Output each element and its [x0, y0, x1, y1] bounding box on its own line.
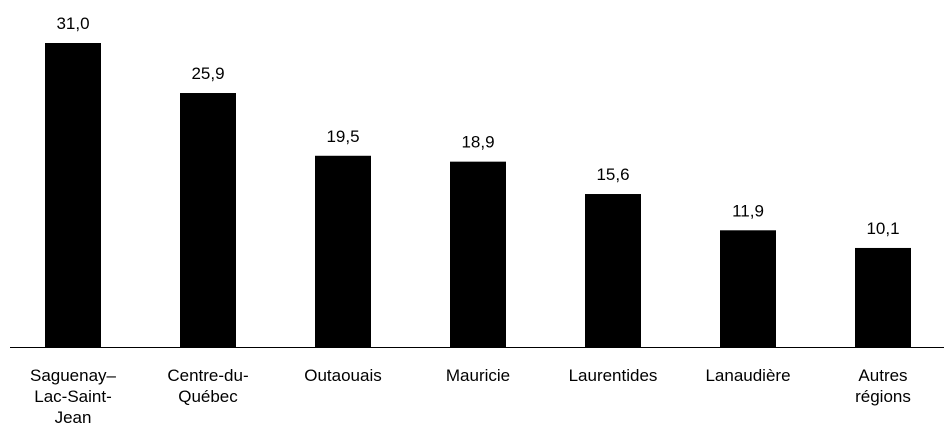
x-tick-label-line: Lanaudière: [705, 366, 790, 385]
x-tick-labels-layer: Saguenay– Lac-Saint- Jean Centre-du- Québec O…: [30, 366, 911, 427]
bar: [315, 155, 371, 347]
x-tick-label-line: Outaouais: [304, 366, 382, 385]
bar: [855, 247, 911, 347]
x-tick-label-line: Centre-du-: [167, 366, 248, 385]
x-tick-label: Centre-du- Québec: [167, 366, 248, 406]
bars-layer: [45, 43, 911, 347]
bar-value-label: 31,0: [56, 14, 89, 33]
x-tick-label: Outaouais: [304, 366, 382, 385]
bar-value-label: 25,9: [191, 64, 224, 83]
bar: [450, 161, 506, 347]
bar-value-label: 10,1: [866, 219, 899, 238]
bar-value-label: 18,9: [461, 133, 494, 152]
x-tick-label: Lanaudière: [705, 366, 790, 385]
bar-value-label: 15,6: [596, 165, 629, 184]
x-tick-label-line: Laurentides: [569, 366, 658, 385]
x-tick-label: Saguenay– Lac-Saint- Jean: [30, 366, 117, 427]
x-tick-label-line: Saguenay–: [30, 366, 117, 385]
x-tick-label: Mauricie: [446, 366, 510, 385]
bar: [720, 230, 776, 347]
x-tick-label: Laurentides: [569, 366, 658, 385]
x-tick-label-line: régions: [855, 387, 911, 406]
bar-value-label: 19,5: [326, 127, 359, 146]
bar: [45, 43, 101, 347]
x-tick-label-line: Lac-Saint-: [34, 387, 111, 406]
bar-value-label: 11,9: [732, 201, 764, 220]
bar: [585, 194, 641, 347]
x-tick-label: Autres régions: [855, 366, 911, 406]
x-tick-label-line: Mauricie: [446, 366, 510, 385]
x-tick-label-line: Québec: [178, 387, 238, 406]
x-tick-label-line: Jean: [55, 408, 92, 427]
bar: [180, 93, 236, 347]
x-tick-label-line: Autres: [858, 366, 907, 385]
value-labels-layer: 31,0 25,9 19,5 18,9 15,6 11,9 10,1: [56, 14, 899, 238]
